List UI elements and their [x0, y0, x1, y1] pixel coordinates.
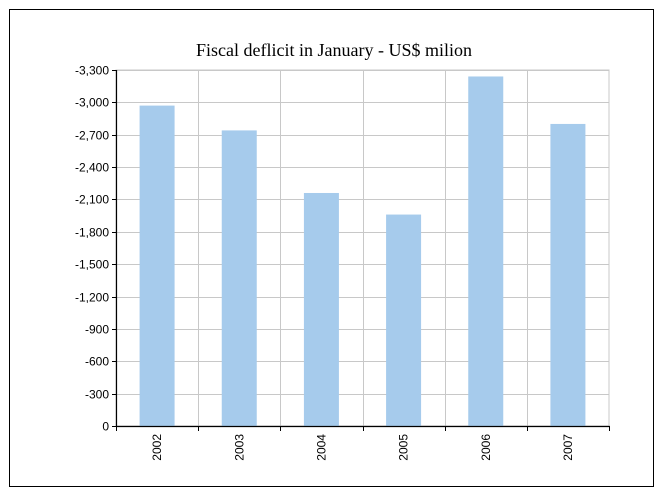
chart-frame: Fiscal deflicit in January - US$ milion … [9, 9, 654, 487]
y-tick-label: -1,200 [75, 291, 109, 305]
chart-title: Fiscal deflicit in January - US$ milion [196, 40, 472, 60]
x-tick-label: 2006 [479, 434, 493, 461]
y-tick-label: -1,800 [75, 226, 109, 240]
x-tick-label: 2004 [314, 434, 328, 461]
bar-2004 [303, 192, 339, 426]
x-tick-label: 2007 [561, 434, 575, 461]
x-tick-label: 2003 [232, 434, 246, 461]
y-tick-label: -600 [85, 355, 109, 369]
bar-2006 [468, 76, 504, 427]
bars [139, 76, 586, 427]
bar-2005 [386, 214, 422, 426]
plot-area-border [115, 69, 610, 427]
bar-2002 [139, 105, 175, 426]
bar-chart: Fiscal deflicit in January - US$ milion … [75, 40, 610, 461]
x-tick-label: 2005 [397, 434, 411, 461]
bar-2003 [221, 130, 257, 427]
y-axis-ticks: 0 -300 -600 -900 -1,200 -1,500 -1,800 -2,100 -2,… [75, 64, 116, 434]
y-tick-label: -1,500 [75, 258, 109, 272]
bar-2007 [550, 123, 586, 426]
gridlines [115, 69, 610, 427]
y-tick-label: -900 [85, 323, 109, 337]
y-tick-label: -3,300 [75, 64, 109, 78]
x-tick-label: 2002 [150, 434, 164, 461]
x-axis-ticks: 2002 2003 2004 2005 2006 2007 [116, 426, 610, 461]
y-tick-label: -3,000 [75, 96, 109, 110]
y-tick-label: -2,400 [75, 161, 109, 175]
y-tick-label: -2,700 [75, 129, 109, 143]
y-tick-label: -2,100 [75, 193, 109, 207]
y-tick-label: 0 [102, 420, 109, 434]
y-tick-label: -300 [85, 388, 109, 402]
